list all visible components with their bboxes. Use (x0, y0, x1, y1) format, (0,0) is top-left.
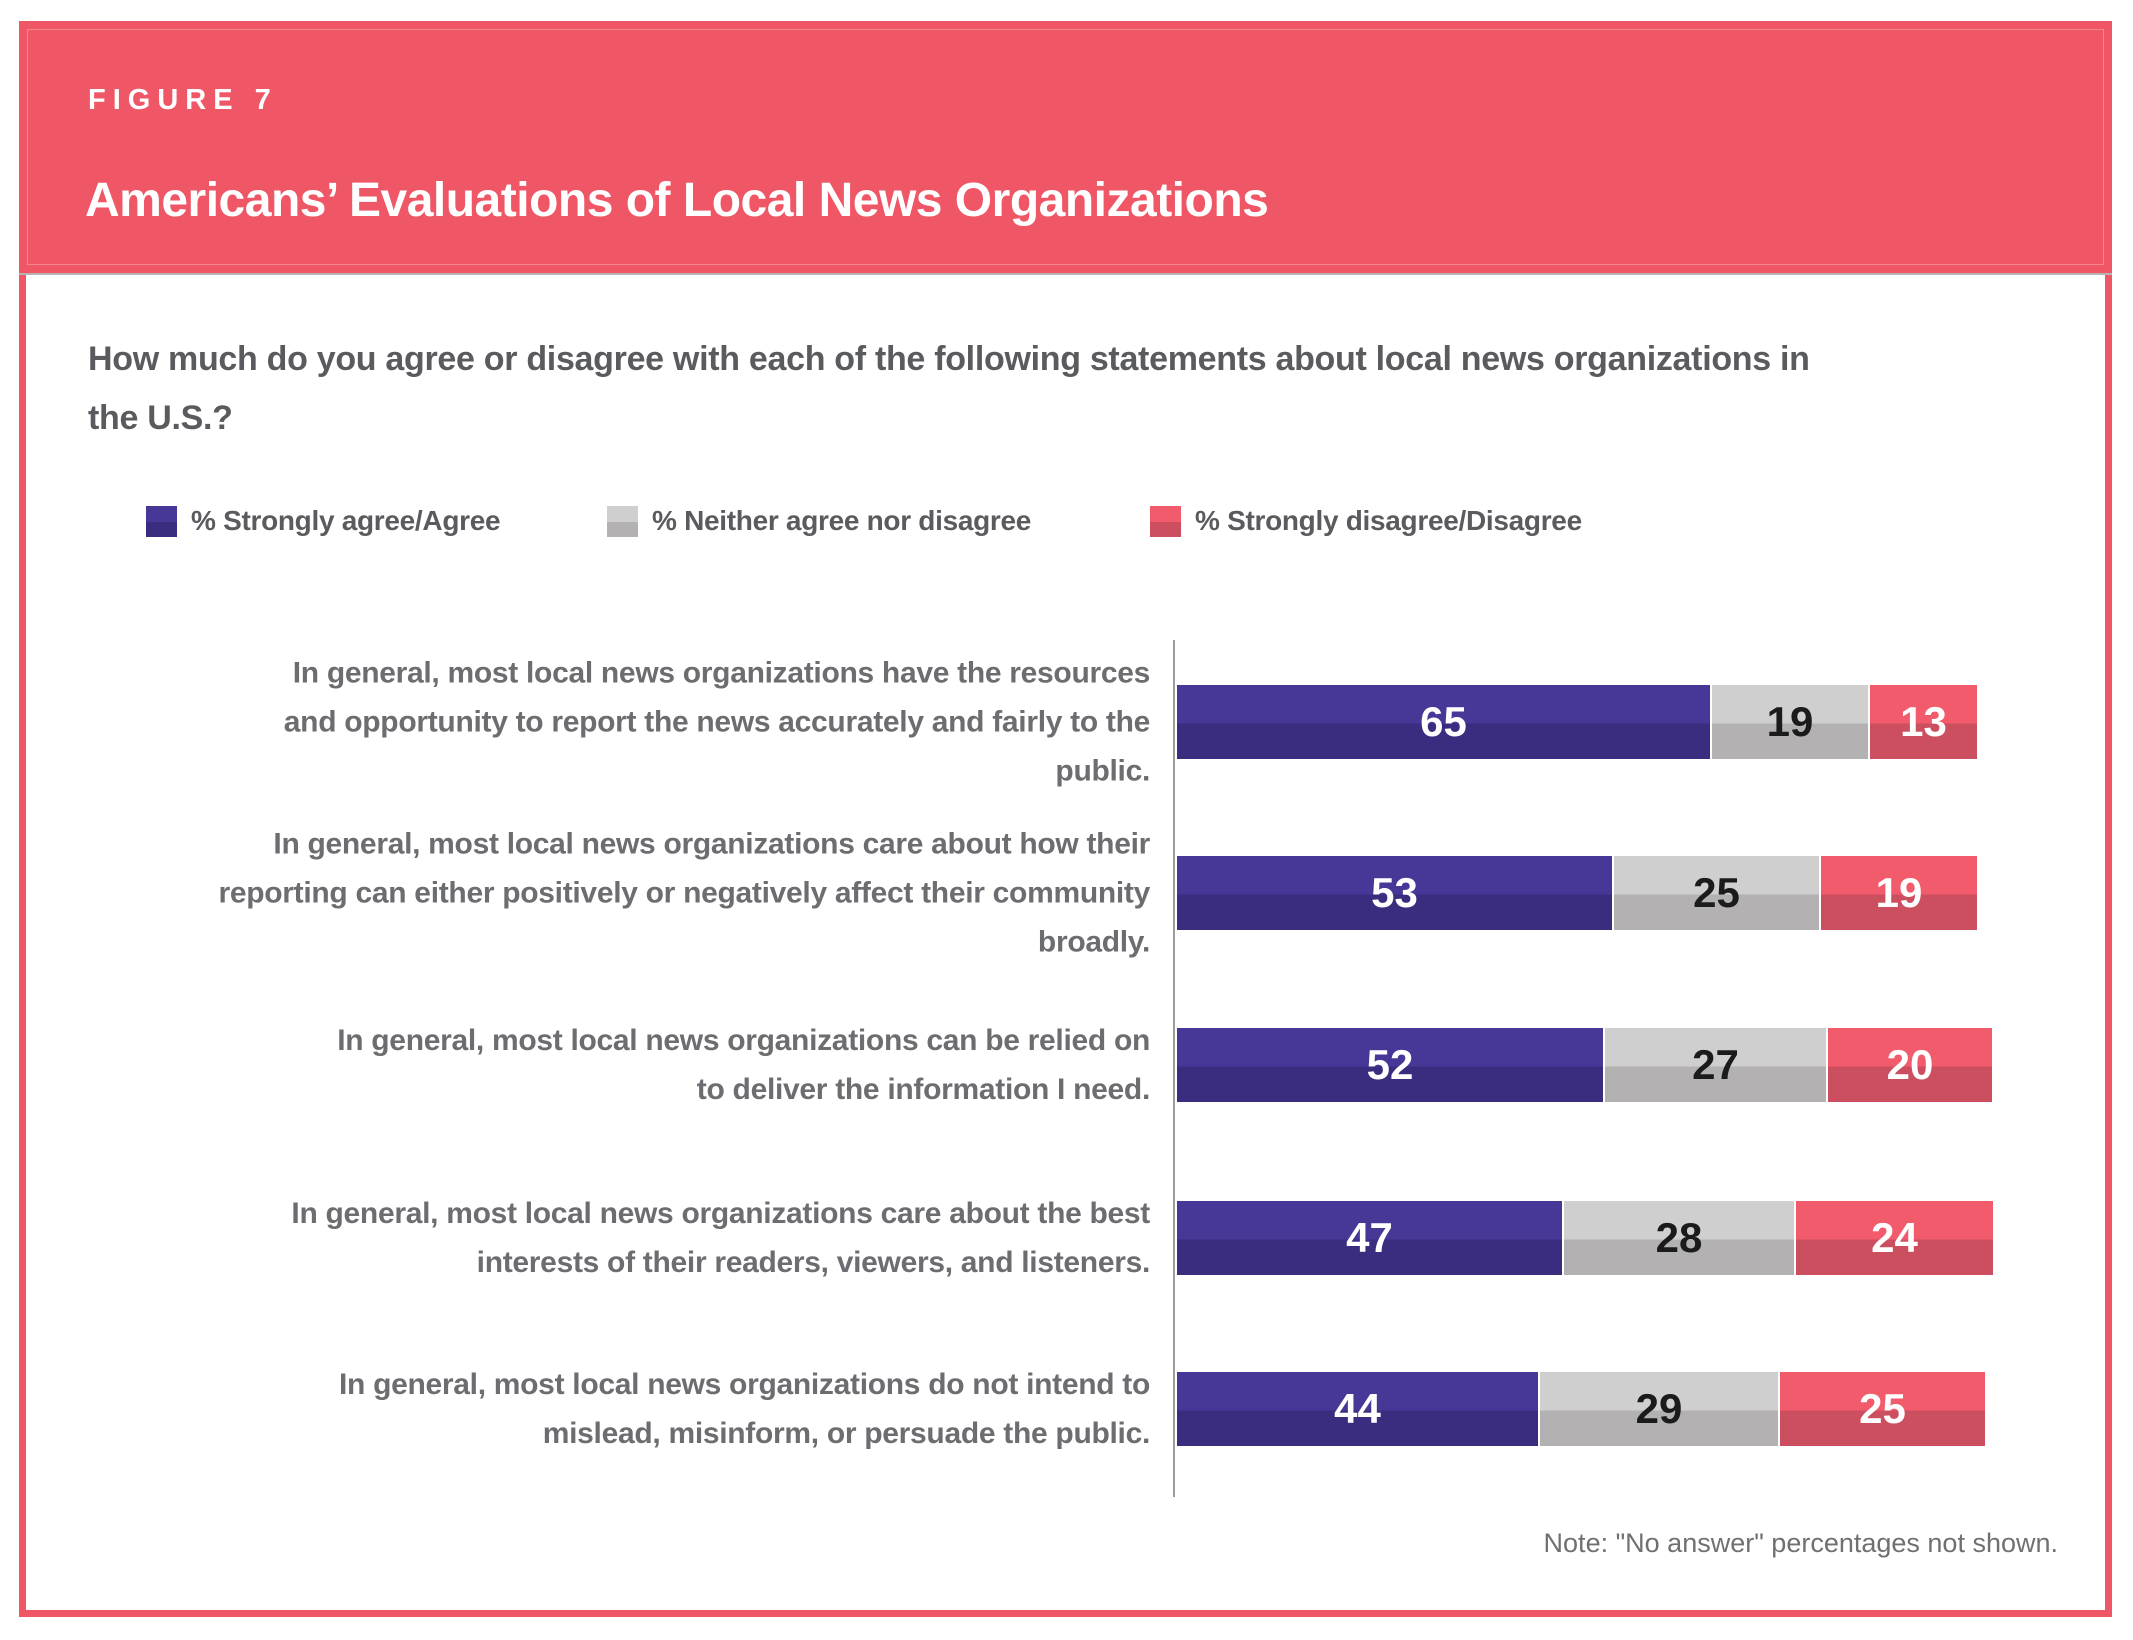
stacked-bar: 44 29 25 (1177, 1372, 1985, 1446)
category-label: In general, most local news organization… (291, 1197, 1150, 1279)
bar-value: 44 (1334, 1385, 1381, 1432)
footnote: Note: "No answer" percentages not shown. (1543, 1528, 2058, 1558)
bar-segment-neither: 28 (1564, 1201, 1794, 1275)
category-label: In general, most local news organization… (339, 1368, 1150, 1450)
bar-segment-neither: 27 (1605, 1028, 1826, 1102)
stacked-bar: 47 28 24 (1177, 1201, 1993, 1275)
bar-value: 13 (1900, 698, 1947, 745)
bar-value: 20 (1886, 1041, 1934, 1088)
bar-segment-disagree: 24 (1796, 1201, 1993, 1275)
figure-card-frame (19, 21, 2112, 1617)
bar-segment-agree: 53 (1177, 856, 1612, 930)
stacked-bar: 65 19 13 (1177, 685, 1977, 759)
bar-segment-disagree: 25 (1780, 1372, 1985, 1446)
bar-value: 47 (1346, 1214, 1393, 1261)
stacked-bar: 52 27 20 (1177, 1028, 1992, 1102)
bar-segment-agree: 52 (1177, 1028, 1603, 1102)
legend-label: % Neither agree nor disagree (652, 505, 1032, 536)
figure-header: FIGURE 7 Americans’ Evaluations of Local… (19, 21, 2112, 275)
stacked-bar: 53 25 19 (1177, 856, 1977, 930)
bar-segment-agree: 47 (1177, 1201, 1562, 1275)
bar-value: 52 (1366, 1041, 1414, 1088)
bar-segment-neither: 19 (1712, 685, 1868, 759)
legend-item-strongly-disagree: % Strongly disagree/Disagree (1150, 505, 1582, 537)
bar-value: 53 (1371, 869, 1418, 916)
bar-value: 28 (1655, 1214, 1703, 1261)
bar-value: 24 (1871, 1214, 1918, 1261)
bar-segment-neither: 29 (1540, 1372, 1778, 1446)
legend-swatch-neither (607, 505, 638, 537)
bar-value: 25 (1693, 869, 1740, 916)
bar-segment-disagree: 19 (1821, 856, 1977, 930)
bar-value: 19 (1766, 698, 1814, 745)
legend-swatch-strongly-disagree (1150, 505, 1181, 537)
category-label: In general, most local news organization… (218, 827, 1150, 959)
legend-label: % Strongly disagree/Disagree (1195, 505, 1582, 536)
figure-number-label: FIGURE 7 (88, 84, 278, 116)
question-text: How much do you agree or disagree with e… (88, 340, 1810, 437)
bar-segment-neither: 25 (1614, 856, 1819, 930)
bar-value: 25 (1859, 1385, 1906, 1432)
axis-baseline (1173, 640, 1175, 1497)
bar-segment-disagree: 13 (1870, 685, 1977, 759)
chart-row: In general, most local news organization… (0, 1368, 2133, 1450)
legend-label: % Strongly agree/Agree (191, 505, 501, 536)
bar-segment-disagree: 20 (1828, 1028, 1992, 1102)
bar-value: 27 (1692, 1041, 1739, 1088)
chart-row: In general, most local news organization… (0, 657, 2133, 788)
legend-item-neither: % Neither agree nor disagree (607, 505, 1031, 537)
figure-title: Americans’ Evaluations of Local News Org… (85, 174, 1269, 227)
legend-swatch-strongly-agree (146, 505, 177, 537)
category-label: In general, most local news organization… (283, 656, 1151, 788)
chart-row: In general, most local news organization… (0, 1197, 2133, 1279)
bar-value: 19 (1875, 869, 1923, 916)
bar-value: 29 (1635, 1385, 1683, 1432)
bar-segment-agree: 65 (1177, 685, 1710, 759)
chart-row: In general, most local news organization… (0, 1024, 2133, 1106)
category-label: In general, most local news organization… (337, 1024, 1150, 1106)
chart-row: In general, most local news organization… (0, 828, 2133, 959)
bar-segment-agree: 44 (1177, 1372, 1538, 1446)
legend-item-strongly-agree: % Strongly agree/Agree (146, 505, 501, 537)
bar-value: 65 (1420, 698, 1467, 745)
